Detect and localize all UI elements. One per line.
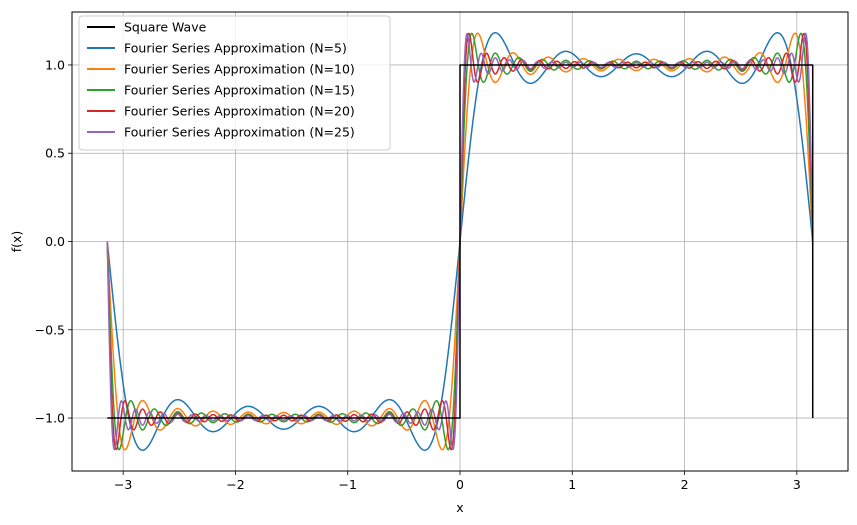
series-layer (106, 32, 814, 451)
x-tick-label: −3 (114, 477, 132, 492)
legend-label-5: Fourier Series Approximation (N=25) (124, 125, 355, 140)
legend: Square Wave Fourier Series Approximation … (78, 15, 391, 151)
y-tick-label: −0.5 (35, 322, 65, 337)
x-tick-label: −1 (339, 477, 357, 492)
x-tick-label: −2 (226, 477, 244, 492)
legend-label-0: Square Wave (124, 20, 207, 35)
x-tick-label: 2 (681, 477, 689, 492)
x-tick-label: 1 (568, 477, 576, 492)
y-axis: −1.0 −0.5 0.0 0.5 1.0 (35, 57, 72, 426)
y-axis-label: f(x) (9, 231, 24, 253)
x-axis-label: x (456, 500, 463, 515)
legend-label-3: Fourier Series Approximation (N=15) (124, 83, 355, 98)
legend-label-4: Fourier Series Approximation (N=20) (124, 104, 355, 119)
legend-label-1: Fourier Series Approximation (N=5) (124, 41, 347, 56)
legend-label-2: Fourier Series Approximation (N=10) (124, 62, 355, 77)
y-tick-label: 0.0 (45, 234, 65, 249)
y-tick-label: 1.0 (45, 57, 65, 72)
x-tick-label: 0 (456, 477, 464, 492)
series-line-0 (107, 64, 814, 419)
y-tick-label: 0.5 (45, 146, 65, 161)
y-tick-label: −1.0 (35, 411, 65, 426)
legend-box (78, 15, 391, 151)
x-axis: −3 −2 −1 0 1 2 3 (114, 471, 801, 492)
x-tick-label: 3 (793, 477, 801, 492)
